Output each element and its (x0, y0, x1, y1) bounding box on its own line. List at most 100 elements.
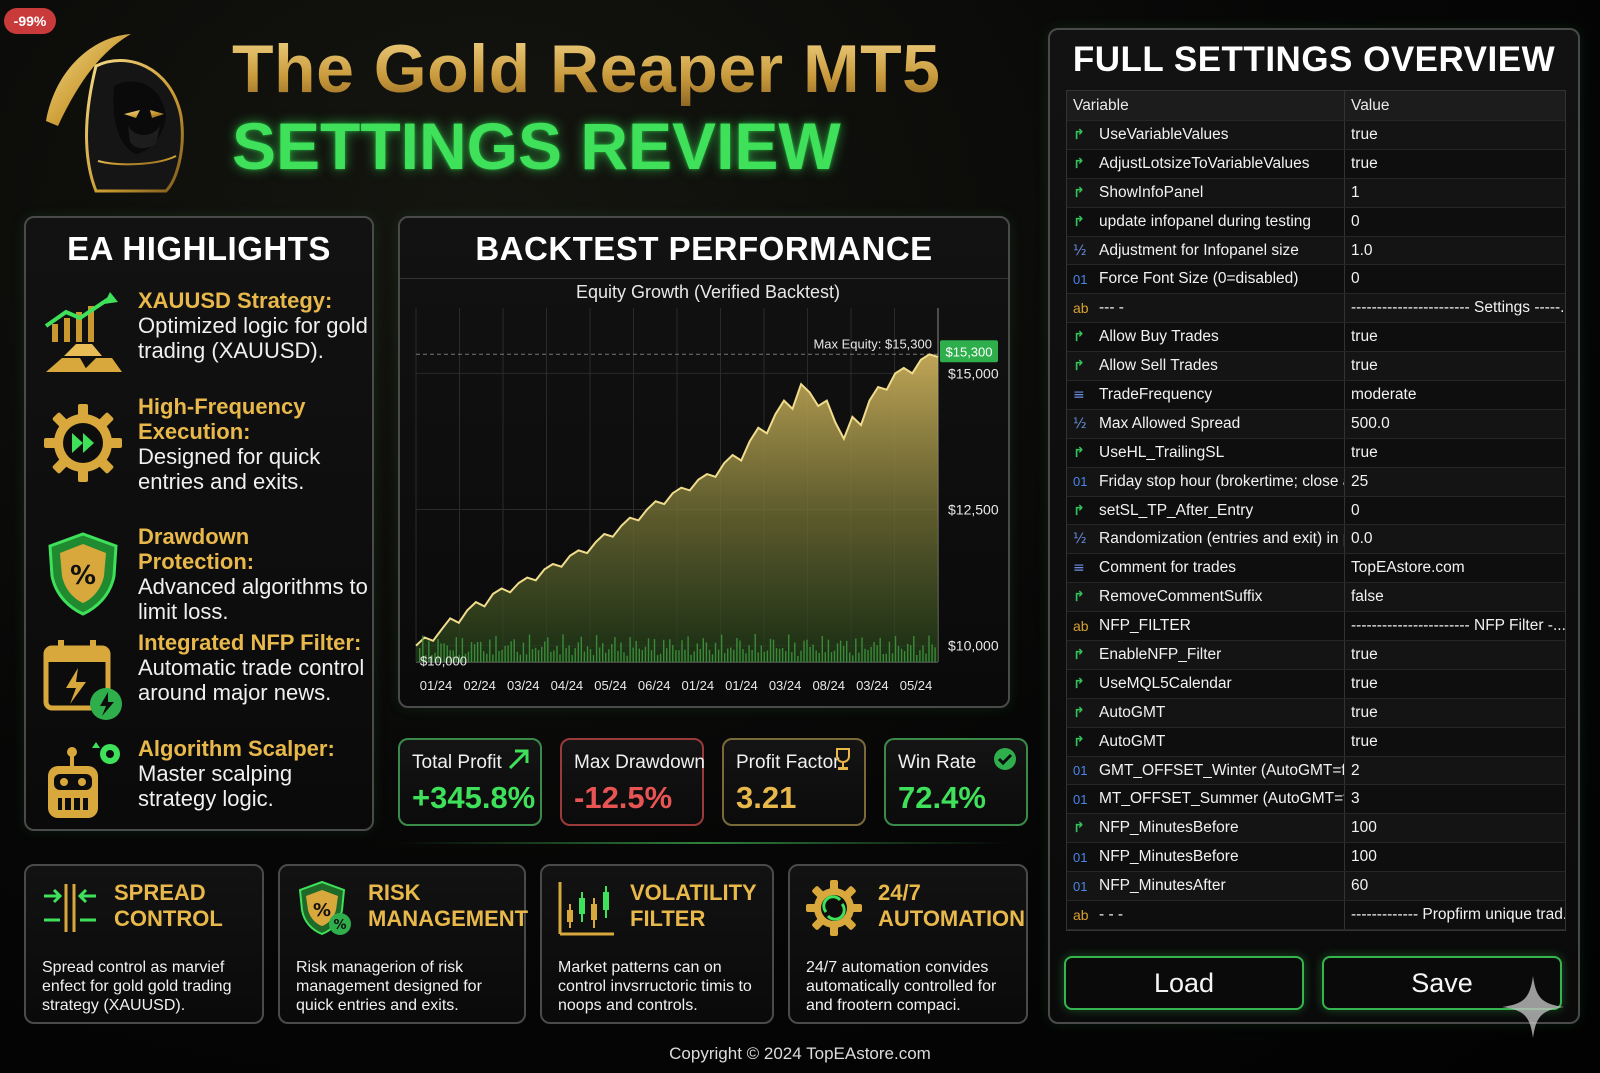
table-row[interactable]: ↱ Allow Buy Trades true (1067, 323, 1565, 353)
value-cell[interactable]: TopEAstore.com (1351, 559, 1465, 577)
variable-name: AdjustLotsizeToVariableValues (1099, 154, 1310, 172)
bool-arrow-icon: ↱ (1073, 820, 1085, 837)
value-cell[interactable]: ----------------------- Settings -----..… (1351, 299, 1565, 317)
variable-name: UseVariableValues (1099, 125, 1229, 143)
volume-bar (766, 650, 769, 662)
double-icon: ½ (1073, 531, 1087, 548)
end-value-tag (940, 340, 998, 363)
volume-bar (464, 653, 467, 662)
table-row[interactable]: ↱ RemoveCommentSuffix false (1067, 583, 1565, 613)
string-icon: ab (1073, 618, 1089, 635)
value-cell[interactable]: 500.0 (1351, 414, 1390, 432)
value-cell[interactable]: true (1351, 674, 1378, 692)
value-cell[interactable]: 0 (1351, 270, 1360, 288)
table-row[interactable]: ↱ AutoGMT true (1067, 727, 1565, 757)
table-row[interactable]: 01 MT_OFFSET_Summer (AutoGMT=fal... 3 (1067, 785, 1565, 815)
variable-name: update infopanel during testing (1099, 212, 1311, 230)
table-row[interactable]: ↱ EnableNFP_Filter true (1067, 641, 1565, 670)
volume-bar (919, 650, 921, 662)
table-row[interactable]: ↱ AdjustLotsizeToVariableValues true (1067, 149, 1565, 179)
table-row[interactable]: ↱ Allow Sell Trades true (1067, 352, 1565, 382)
volume-bar (501, 649, 503, 662)
variable-cell: ↱ AdjustLotsizeToVariableValues (1067, 149, 1345, 178)
volume-bar (583, 651, 586, 662)
value-cell[interactable]: true (1351, 328, 1378, 346)
volume-bar (605, 652, 607, 662)
table-row[interactable]: ab - - - ------------- Propfirm unique tra… (1067, 901, 1565, 930)
table-row[interactable]: ≡ Comment for trades TopEAstore.com (1067, 554, 1565, 584)
value-cell[interactable]: 100 (1351, 848, 1377, 866)
feature-title-line: FILTER (630, 906, 706, 931)
table-row[interactable]: ↱ ShowInfoPanel 1 (1067, 178, 1565, 208)
table-row[interactable]: ab --- - ----------------------- Settings … (1067, 294, 1565, 324)
volume-bar (486, 653, 488, 662)
bool-arrow-icon: ↱ (1073, 675, 1085, 692)
volume-bar (528, 634, 531, 662)
table-row[interactable]: 01 GMT_OFFSET_Winter (AutoGMT=fals... 2 (1067, 756, 1565, 786)
enum-list-icon: ≡ (1073, 560, 1085, 577)
volume-bar (586, 646, 589, 662)
value-cell[interactable]: true (1351, 703, 1378, 721)
volume-bar (519, 654, 521, 662)
value-cell[interactable]: 100 (1351, 819, 1377, 837)
table-row[interactable]: ½ Randomization (entries and exit) in pip… (1067, 525, 1565, 555)
value-cell[interactable]: 3 (1351, 790, 1360, 808)
robot-gear-icon (48, 742, 120, 818)
table-row[interactable]: ↱ UseVariableValues true (1067, 121, 1565, 150)
value-cell[interactable]: true (1351, 732, 1378, 750)
value-cell[interactable]: true (1351, 125, 1378, 143)
integer-icon: 01 (1073, 878, 1088, 894)
volume-bar (778, 648, 781, 662)
volume-bar (443, 643, 445, 662)
volume-bar (809, 647, 811, 662)
table-row[interactable]: ↱ UseHL_TrailingSL true (1067, 438, 1565, 468)
variable-cell: ½ Max Allowed Spread (1067, 409, 1345, 438)
table-row[interactable]: 01 Friday stop hour (brokertime; close a.… (1067, 467, 1565, 497)
volume-bar (635, 640, 637, 662)
table-row[interactable]: ab NFP_FILTER ----------------------- NFP … (1067, 612, 1565, 642)
settings-panel: FULL SETTINGS OVERVIEW Variable Value ↱ U… (1048, 28, 1580, 1024)
table-row[interactable]: ½ Max Allowed Spread 500.0 (1067, 409, 1565, 439)
volume-bar (739, 640, 741, 662)
table-row[interactable]: 01 NFP_MinutesBefore 100 (1067, 843, 1565, 873)
value-cell[interactable]: 1 (1351, 183, 1360, 201)
load-button[interactable]: Load (1064, 956, 1304, 1010)
value-cell[interactable]: true (1351, 443, 1378, 461)
bool-arrow-icon: ↱ (1073, 329, 1085, 346)
value-cell[interactable]: moderate (1351, 385, 1417, 403)
table-row[interactable]: 01 NFP_MinutesAfter 60 (1067, 872, 1565, 902)
equity-chart: Equity Growth (Verified Backtest) $15,00… (415, 282, 999, 693)
value-cell[interactable]: true (1351, 357, 1378, 375)
value-cell[interactable]: ----------------------- NFP Filter -... (1351, 617, 1565, 635)
table-row[interactable]: ≡ TradeFrequency moderate (1067, 381, 1565, 410)
table-row[interactable]: ½ Adjustment for Infopanel size 1.0 (1067, 236, 1565, 266)
value-cell[interactable]: true (1351, 154, 1378, 172)
column-header-variable: Variable (1067, 91, 1345, 120)
table-row[interactable]: 01 Force Font Size (0=disabled) 0 (1067, 265, 1565, 295)
value-cell[interactable]: 25 (1351, 472, 1369, 490)
value-cell[interactable]: 0 (1351, 501, 1360, 519)
value-cell[interactable]: 0.0 (1351, 530, 1373, 548)
table-row[interactable]: ↱ NFP_MinutesBefore 100 (1067, 814, 1565, 844)
value-cell[interactable]: 1.0 (1351, 241, 1373, 259)
variable-name: Comment for trades (1099, 559, 1236, 577)
volume-bar (541, 646, 543, 662)
variable-cell: 01 GMT_OFFSET_Winter (AutoGMT=fals... (1067, 756, 1345, 785)
value-cell[interactable]: 0 (1351, 212, 1360, 230)
integer-icon: 01 (1073, 849, 1088, 865)
volume-bar (900, 648, 903, 662)
value-cell[interactable]: true (1351, 645, 1378, 663)
value-cell[interactable]: false (1351, 588, 1384, 606)
table-row[interactable]: ↱ UseMQL5Calendar true (1067, 669, 1565, 699)
volume-bar (821, 636, 823, 662)
volume-bar (452, 650, 454, 662)
value-cell[interactable]: 2 (1351, 761, 1360, 779)
volume-bar (891, 653, 894, 662)
x-tick-label: 01/24 (682, 678, 715, 693)
y-tick-label: $12,500 (948, 502, 999, 518)
table-row[interactable]: ↱ update infopanel during testing 0 (1067, 207, 1565, 237)
table-row[interactable]: ↱ setSL_TP_After_Entry 0 (1067, 496, 1565, 526)
table-row[interactable]: ↱ AutoGMT true (1067, 698, 1565, 728)
value-cell[interactable]: 60 (1351, 877, 1369, 895)
value-cell[interactable]: ------------- Propfirm unique trad... (1351, 905, 1565, 923)
